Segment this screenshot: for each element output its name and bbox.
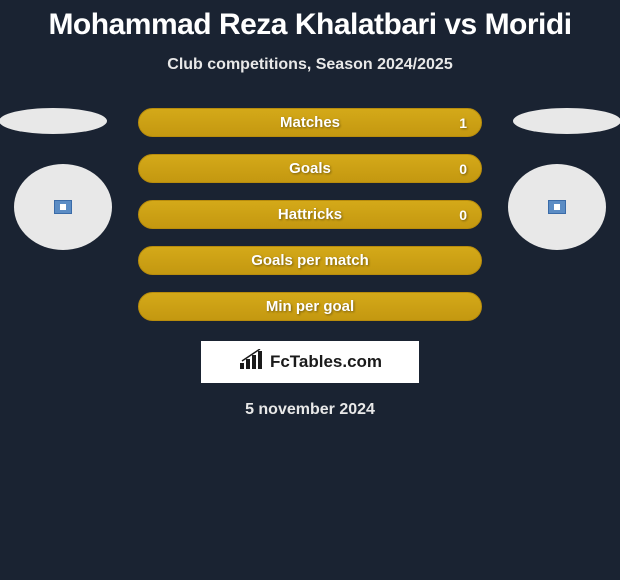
stat-value-right: 1 [459,115,467,131]
stat-label: Min per goal [266,298,354,315]
stat-label: Goals [289,160,331,177]
logo-chart-icon [238,349,266,376]
stat-bar-matches: Matches 1 [138,108,482,137]
stat-label: Hattricks [278,206,342,223]
page-title: Mohammad Reza Khalatbari vs Moridi [0,0,620,42]
stat-label: Matches [280,114,340,131]
stat-bar-goals: Goals 0 [138,154,482,183]
left-club-circle [14,164,112,250]
date-text: 5 november 2024 [0,401,620,419]
right-club-circle [508,164,606,250]
left-club-badge-icon [54,200,72,214]
stat-value-right: 0 [459,207,467,223]
right-club-badge-icon [548,200,566,214]
comparison-row: Matches 1 Goals 0 Hattricks 0 Goals per … [0,108,620,321]
stat-bar-min-per-goal: Min per goal [138,292,482,321]
subtitle: Club competitions, Season 2024/2025 [0,56,620,74]
left-player-ellipse [0,108,107,134]
left-player-col [18,108,138,250]
stat-value-right: 0 [459,161,467,177]
stat-label: Goals per match [251,252,369,269]
stat-bar-hattricks: Hattricks 0 [138,200,482,229]
stats-bars: Matches 1 Goals 0 Hattricks 0 Goals per … [138,108,482,321]
right-player-ellipse [513,108,620,134]
branding-box: FcTables.com [201,341,419,383]
right-player-col [482,108,602,250]
logo-text: FcTables.com [270,352,382,372]
stat-bar-goals-per-match: Goals per match [138,246,482,275]
